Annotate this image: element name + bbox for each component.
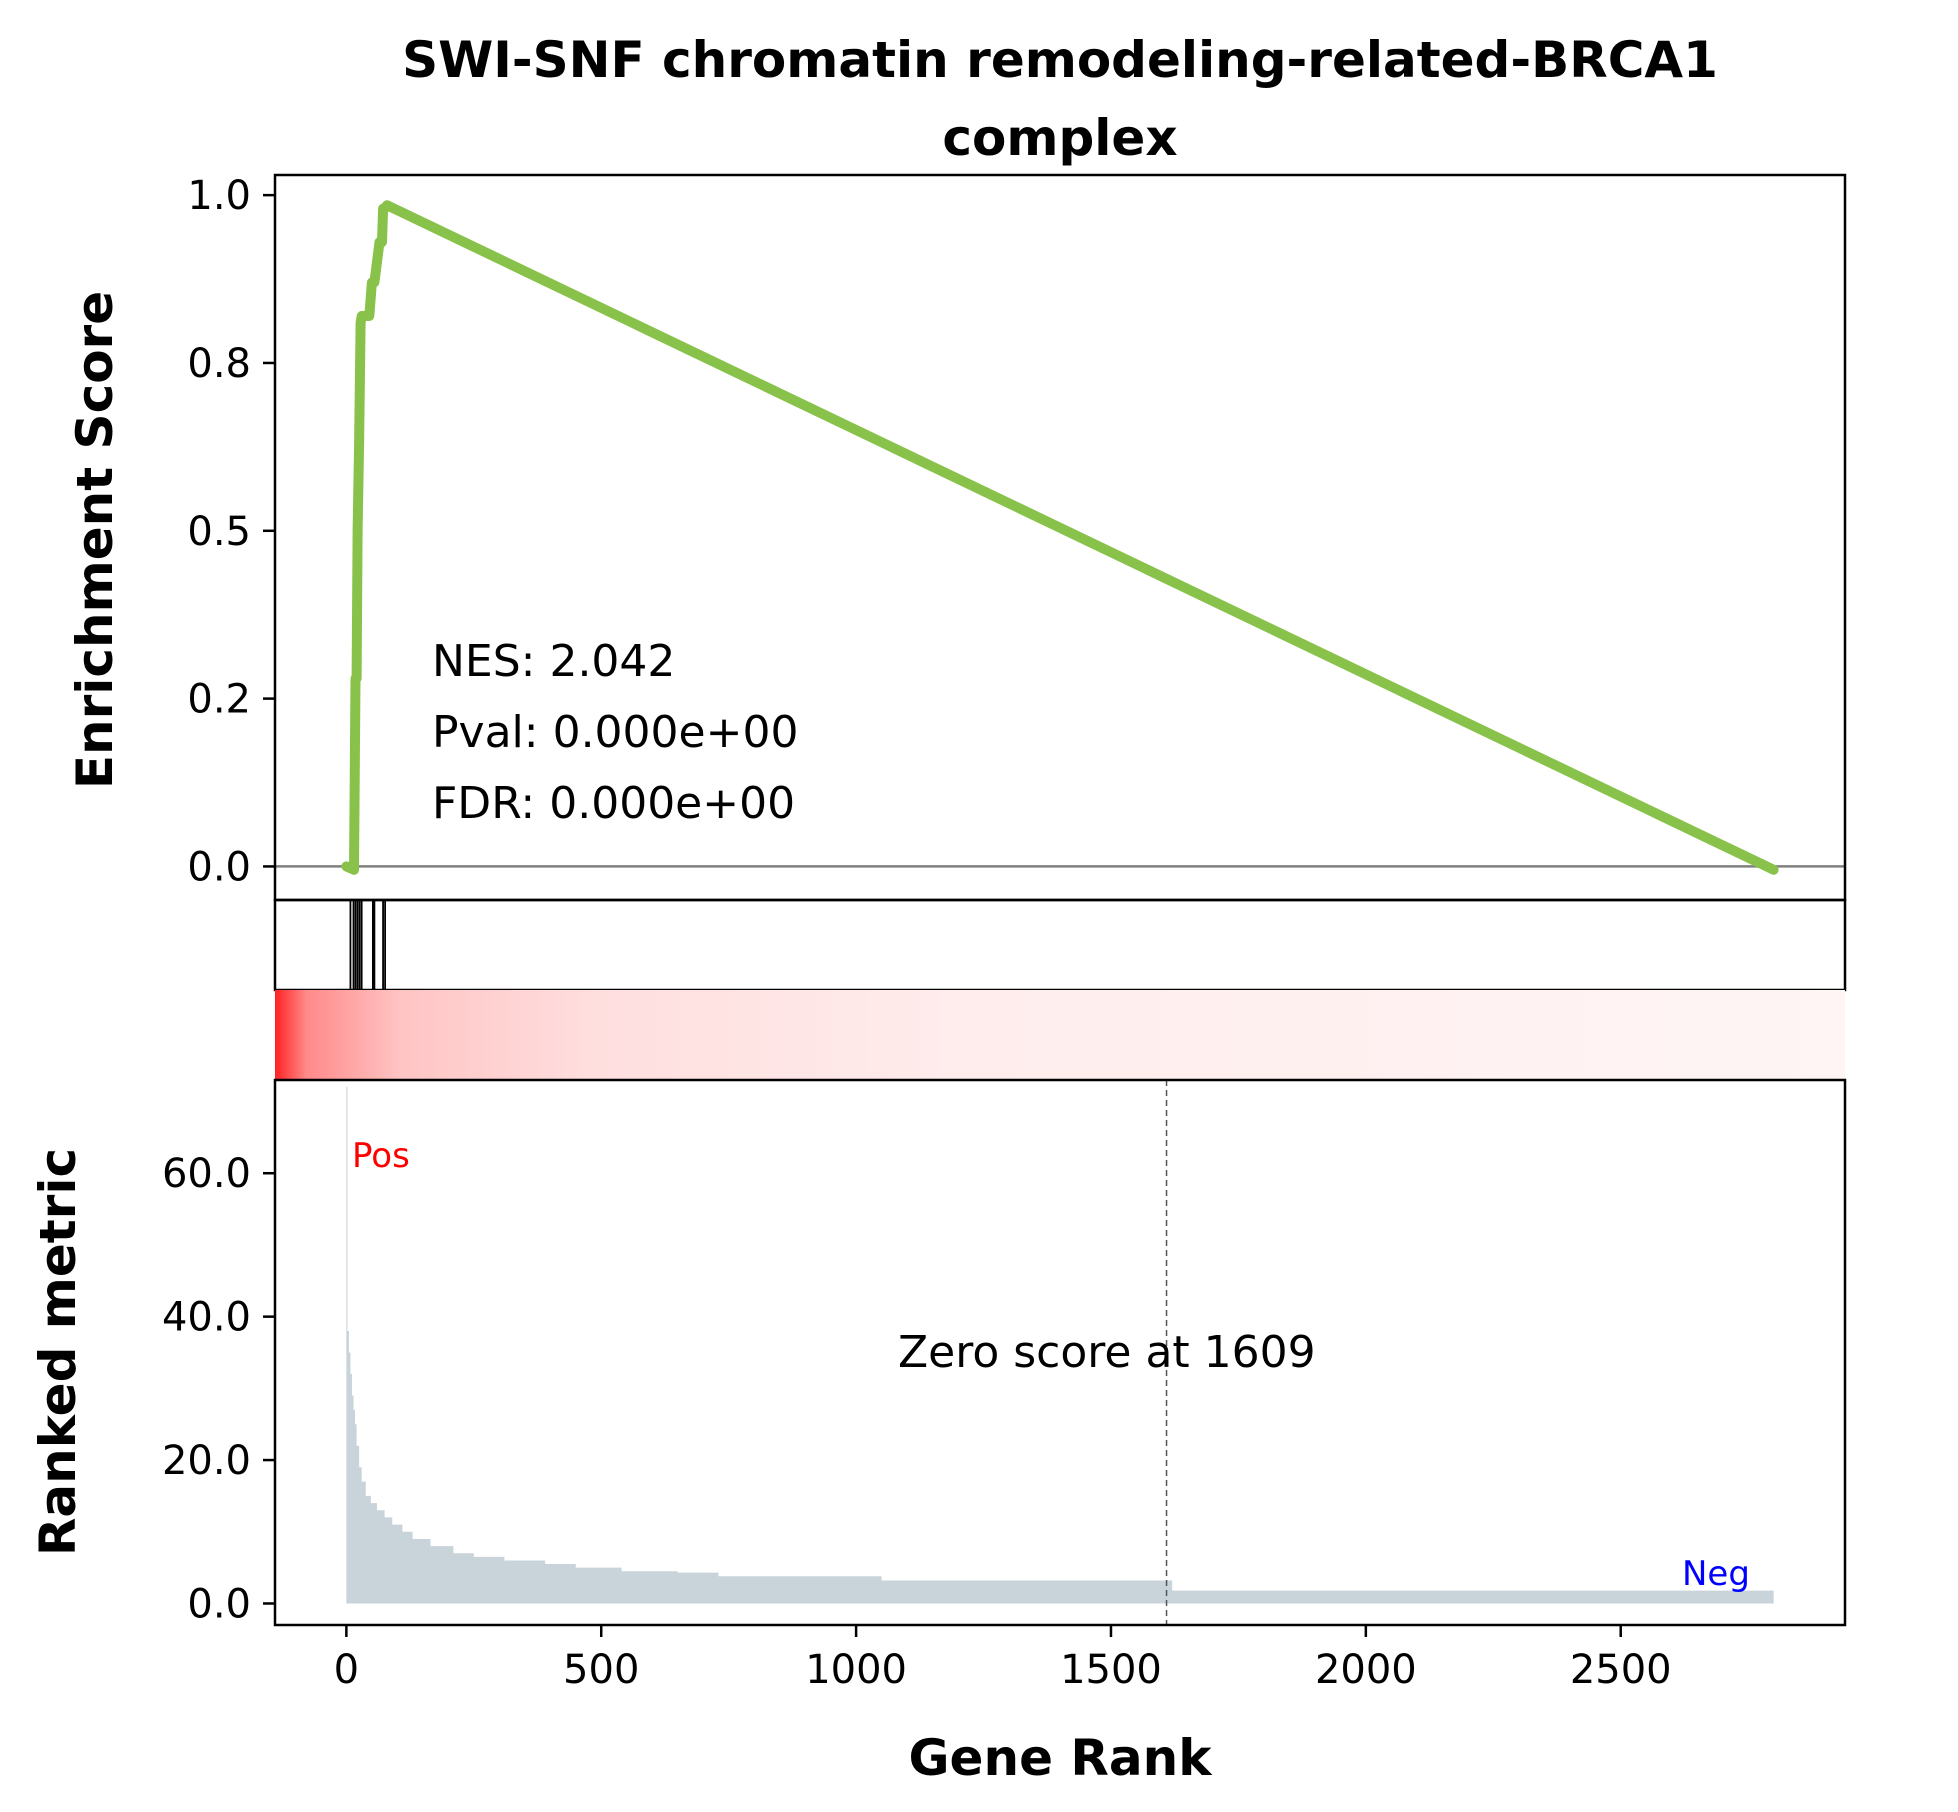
rank-y-axis-label: Ranked metric — [29, 1148, 87, 1556]
gene-hits-panel — [273, 898, 1847, 992]
rank-y-tick-label: 40.0 — [162, 1295, 251, 1341]
x-tick-label: 500 — [563, 1647, 639, 1693]
x-tick-label: 1500 — [1060, 1647, 1162, 1693]
es-y-tick-label: 0.0 — [187, 844, 251, 890]
enrichment-score-panel: 0.0 0.2 0.5 0.8 1.0 NES: 2.042 Pval: 0.000e+… — [66, 173, 1847, 902]
es-y-tick-label: 1.0 — [187, 173, 251, 219]
x-tick-label: 2500 — [1570, 1647, 1672, 1693]
es-y-tick-label: 0.2 — [187, 677, 251, 723]
zero-score-annotation: Zero score at 1609 — [898, 1327, 1316, 1378]
es-y-tick-label: 0.8 — [187, 341, 251, 387]
hits-panel-frame — [273, 898, 1847, 992]
rank-y-tick-label: 0.0 — [187, 1581, 251, 1627]
ranked-metric-panel: Zero score at 1609 Pos Neg 0.0 20.0 40.0 60… — [29, 1078, 1847, 1627]
nes-annotation: NES: 2.042 — [432, 636, 675, 687]
chart-title-line-1: SWI-SNF chromatin remodeling-related-BRC… — [402, 31, 1718, 89]
fdr-annotation: FDR: 0.000e+00 — [432, 778, 795, 829]
x-tick-label: 0 — [334, 1647, 359, 1693]
rank-panel-frame — [273, 1078, 1847, 1627]
es-y-axis-label: Enrichment Score — [66, 291, 124, 789]
rank-y-tick-label: 60.0 — [162, 1151, 251, 1197]
es-y-tick-label: 0.5 — [187, 509, 251, 555]
rank-heatmap-panel — [275, 990, 1845, 1080]
chart-title-line-2: complex — [942, 109, 1177, 167]
es-curve — [341, 200, 1779, 875]
x-tick-label: 2000 — [1315, 1647, 1417, 1693]
pval-annotation: Pval: 0.000e+00 — [432, 707, 798, 758]
neg-label: Neg — [1682, 1554, 1750, 1594]
pos-label: Pos — [352, 1136, 410, 1176]
x-tick-label: 1000 — [805, 1647, 907, 1693]
x-axis-label: Gene Rank — [909, 1729, 1214, 1787]
rank-heatmap — [275, 990, 1845, 1080]
rank-y-tick-label: 20.0 — [162, 1438, 251, 1484]
